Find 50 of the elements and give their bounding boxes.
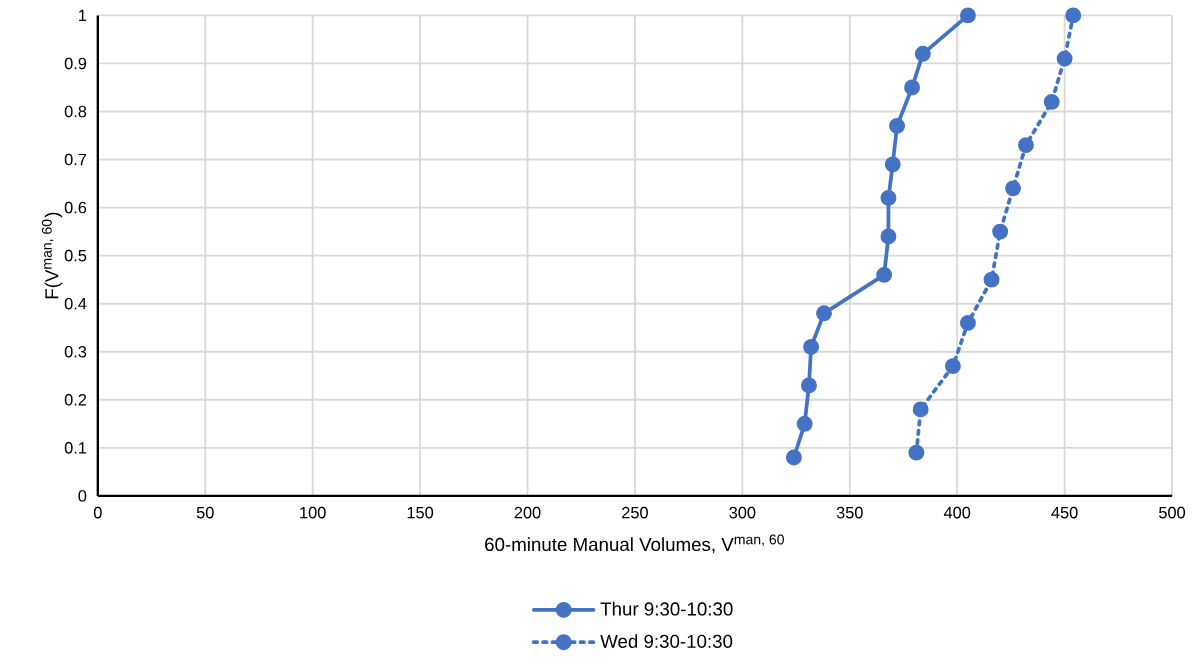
point (904, 79, 921, 96)
x-tick-label: 300 (729, 506, 756, 519)
point (876, 266, 893, 283)
point (803, 339, 820, 355)
point (912, 401, 929, 418)
x-tick-label: 50 (196, 506, 214, 519)
point (884, 156, 901, 173)
y-axis-title: F(V$^{man, 60}$) (41, 212, 63, 299)
point (959, 314, 976, 331)
point (785, 449, 802, 466)
point (796, 415, 813, 432)
y-tick-label: 0.4 (64, 297, 87, 310)
x-tick-label: 150 (407, 506, 434, 519)
point (880, 190, 897, 206)
point (914, 45, 931, 62)
y-tick-label: 1 (79, 9, 87, 22)
y-tick-label: 0.2 (64, 394, 87, 406)
point (1065, 7, 1082, 24)
legend-label: Wed 9:30-10:30 (600, 634, 733, 648)
point (959, 7, 976, 24)
point (801, 377, 817, 394)
x-axis-title: 60-minute Manual Volumes, V$^{man, 60}$ (485, 534, 784, 554)
point (992, 223, 1009, 240)
y-tick-label: 0.5 (64, 249, 87, 262)
point (983, 271, 1000, 288)
y-tick-label: 0.3 (64, 345, 87, 358)
x-tick-label: 100 (300, 506, 326, 519)
x-tick-label: 250 (622, 506, 648, 519)
x-tick-label: 500 (1159, 506, 1186, 519)
x-tick-label: 350 (836, 506, 863, 519)
point (889, 117, 905, 134)
y-tick-label: 0.8 (64, 105, 87, 118)
point (1056, 50, 1073, 67)
point (908, 444, 925, 461)
point (944, 358, 961, 375)
y-tick-label: 0 (78, 490, 87, 502)
point (1043, 93, 1060, 110)
point (1005, 180, 1021, 197)
x-tick-label: 0 (93, 506, 102, 519)
y-tick-label: 0.7 (64, 153, 87, 166)
x-tick-label: 400 (943, 506, 971, 519)
point (816, 305, 832, 322)
x-tick-label: 450 (1051, 506, 1078, 519)
x-tick-label: 200 (514, 506, 541, 519)
point (1017, 137, 1034, 154)
y-tick-label: 0.1 (64, 442, 87, 454)
y-tick-label: 0.6 (64, 201, 87, 214)
legend-label: Thur 9:30-10:30 (600, 601, 733, 616)
y-tick-label: 0.9 (64, 57, 87, 70)
point (880, 228, 897, 245)
